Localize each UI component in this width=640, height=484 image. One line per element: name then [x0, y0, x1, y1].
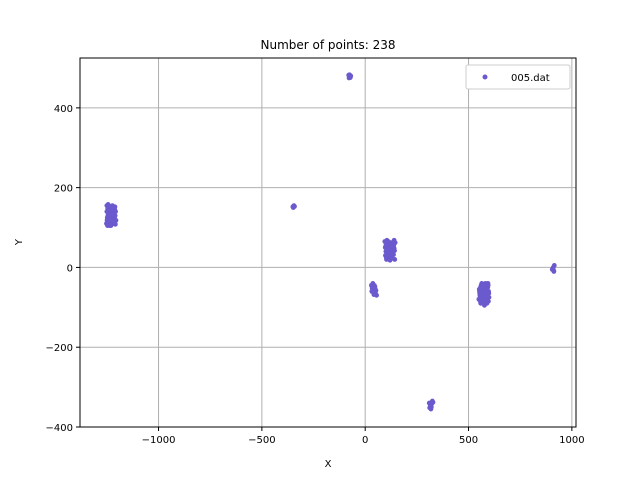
x-tick-label: 1000	[559, 435, 584, 446]
y-axis-label: Y	[14, 238, 25, 246]
y-tick-label: 0	[67, 263, 73, 274]
data-point	[485, 284, 491, 290]
plot-frame	[79, 57, 577, 428]
data-point	[107, 216, 113, 222]
data-point	[486, 290, 492, 296]
data-point	[430, 399, 436, 405]
data-point	[347, 72, 352, 78]
data-point	[485, 298, 491, 304]
data-point	[392, 240, 398, 246]
x-tick-label: −1000	[142, 435, 176, 446]
x-axis-label: X	[325, 459, 332, 470]
legend-marker	[482, 74, 488, 80]
data-point	[106, 208, 112, 214]
data-point	[427, 405, 433, 411]
chart-title: Number of points: 238	[260, 38, 395, 52]
x-tick-label: −500	[248, 435, 275, 446]
y-tick-label: −200	[46, 343, 73, 354]
data-point	[382, 245, 388, 250]
legend-box	[465, 64, 571, 90]
data-point	[481, 281, 487, 287]
data-point	[371, 282, 377, 288]
legend: 005.dat	[465, 64, 571, 90]
data-point	[477, 288, 482, 294]
data-point	[372, 286, 378, 292]
x-tick-label: 0	[362, 435, 368, 446]
data-point	[551, 269, 557, 274]
y-tick-label: −400	[46, 423, 73, 434]
legend-label: 005.dat	[511, 73, 550, 84]
data-point	[292, 203, 297, 209]
data-point	[391, 252, 396, 258]
x-tick-label: 500	[459, 435, 478, 446]
data-point	[481, 288, 487, 294]
data-point	[111, 220, 117, 226]
data-point	[110, 205, 116, 211]
y-tick-label: 200	[54, 184, 73, 195]
data-point	[389, 256, 394, 262]
data-points	[104, 72, 557, 412]
data-point	[109, 212, 115, 218]
data-point	[392, 248, 397, 254]
data-point	[383, 255, 389, 260]
data-point	[386, 247, 392, 252]
data-point	[384, 251, 390, 256]
axis-ticks: −1000 −500 0 500 1000 −400 −200 0 200 400	[46, 104, 585, 446]
y-tick-label: 400	[54, 104, 73, 115]
data-point	[385, 239, 391, 244]
data-point	[105, 202, 111, 207]
